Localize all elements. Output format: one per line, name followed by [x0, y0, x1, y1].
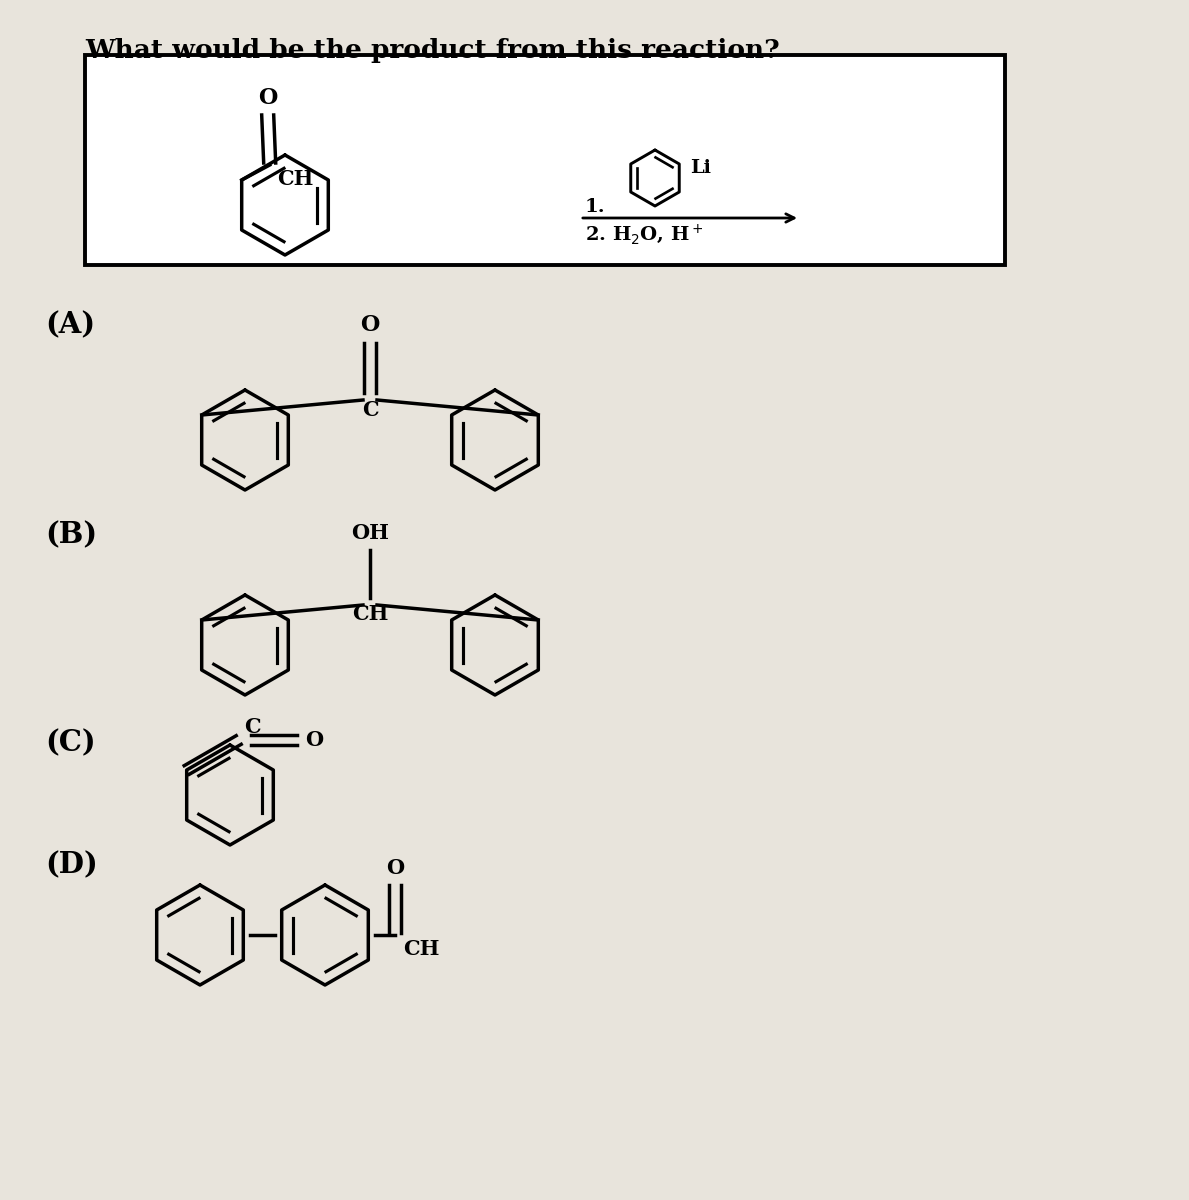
Text: C: C: [361, 400, 378, 420]
Text: OH: OH: [351, 523, 389, 542]
Text: 1.: 1.: [585, 198, 605, 216]
Text: What would be the product from this reaction?: What would be the product from this reac…: [84, 38, 780, 62]
Text: CH: CH: [352, 604, 389, 624]
Text: (D): (D): [45, 850, 97, 878]
Bar: [84, 55, 1005, 265]
Text: O: O: [304, 730, 323, 750]
Text: O: O: [360, 314, 379, 336]
Text: Li: Li: [690, 158, 711, 176]
Text: (B): (B): [45, 520, 97, 550]
Text: 2. H$_2$O, H$^+$: 2. H$_2$O, H$^+$: [585, 222, 704, 246]
Text: (C): (C): [45, 728, 95, 757]
Text: (A): (A): [45, 310, 95, 338]
Text: O: O: [386, 858, 404, 878]
Text: O: O: [258, 86, 277, 109]
Text: C: C: [244, 716, 260, 737]
Text: CH: CH: [277, 169, 313, 188]
Text: CH: CH: [403, 938, 440, 959]
